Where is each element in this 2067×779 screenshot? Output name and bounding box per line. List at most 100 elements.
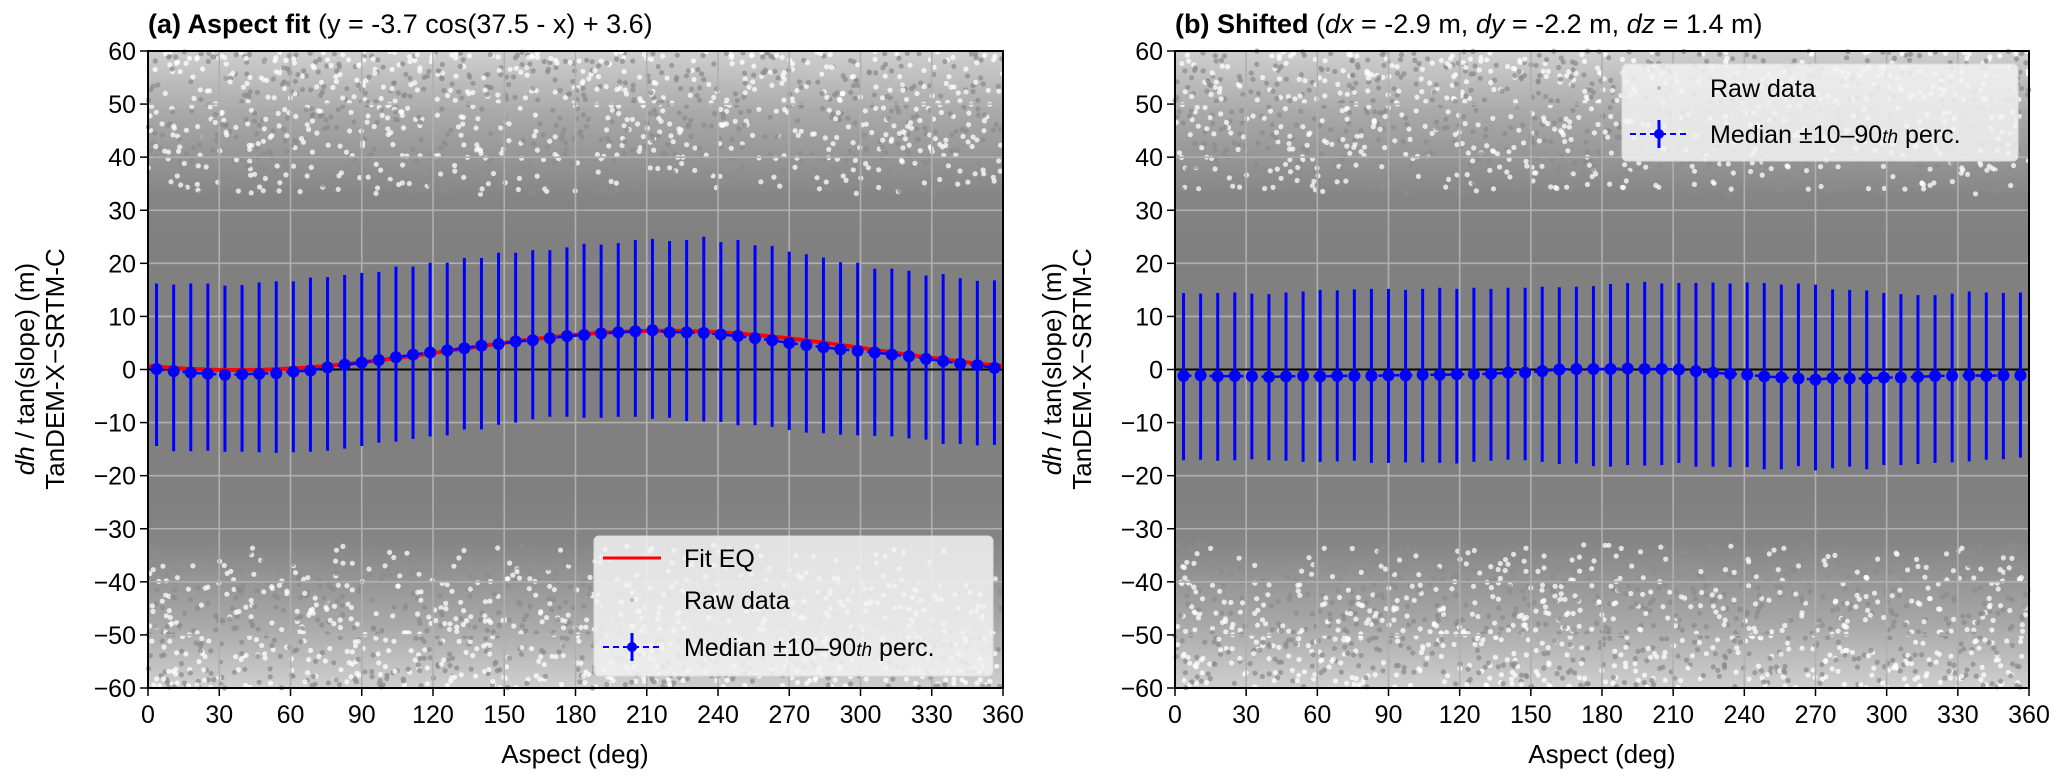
raw-data-point [224, 169, 230, 175]
raw-data-point [1380, 668, 1386, 674]
raw-data-point [898, 63, 904, 69]
raw-data-point [445, 657, 451, 663]
raw-data-point [274, 163, 280, 169]
raw-data-point [964, 73, 971, 79]
raw-data-point [1483, 625, 1489, 631]
raw-data-point [167, 614, 173, 621]
raw-data-point [1826, 573, 1832, 579]
raw-data-point [235, 188, 241, 194]
raw-data-point [531, 133, 537, 139]
raw-data-point [795, 132, 801, 138]
y-tick-label: −30 [94, 516, 136, 544]
raw-data-point [1523, 158, 1529, 164]
raw-data-point [876, 184, 882, 191]
raw-data-point [1506, 627, 1512, 633]
raw-data-point [327, 617, 333, 623]
raw-data-point [1709, 592, 1715, 598]
raw-data-point [352, 157, 358, 163]
raw-data-point [533, 630, 540, 636]
raw-data-point [1343, 178, 1349, 184]
raw-data-point [1738, 639, 1744, 645]
raw-data-point [459, 95, 465, 101]
raw-data-point [1394, 597, 1400, 604]
raw-data-point [1845, 573, 1851, 579]
raw-data-point [826, 107, 832, 113]
raw-data-point [292, 570, 299, 576]
raw-data-point [1972, 191, 1979, 197]
raw-data-point [320, 182, 326, 188]
raw-data-point [197, 142, 203, 148]
raw-data-point [1266, 643, 1272, 650]
raw-data-point [1935, 581, 1941, 587]
raw-data-point [201, 667, 207, 673]
raw-data-point [445, 92, 451, 99]
raw-data-point [1990, 187, 1996, 193]
raw-data-point [248, 190, 254, 196]
raw-data-point [252, 110, 258, 116]
raw-data-point [1366, 79, 1372, 85]
raw-data-point [1265, 146, 1271, 152]
raw-data-point [880, 137, 886, 143]
raw-data-point [185, 586, 191, 592]
raw-data-point [1601, 76, 1607, 82]
raw-data-point [282, 556, 288, 562]
raw-data-point [614, 56, 620, 62]
raw-data-point [1746, 651, 1752, 657]
raw-data-point [1534, 155, 1540, 161]
raw-data-point [1429, 60, 1435, 66]
raw-data-point [1310, 652, 1316, 658]
raw-data-point [1890, 657, 1896, 663]
raw-data-point [1229, 109, 1235, 115]
raw-data-point [1406, 126, 1412, 132]
raw-data-point [516, 575, 523, 581]
raw-data-point [1364, 110, 1371, 116]
raw-data-point [697, 85, 703, 91]
raw-data-point [185, 683, 191, 689]
raw-data-point [1293, 641, 1299, 647]
raw-data-point [963, 89, 969, 95]
raw-data-point [1533, 627, 1539, 633]
raw-data-point [333, 547, 340, 553]
raw-data-point [1616, 587, 1622, 593]
raw-data-point [1335, 618, 1341, 625]
raw-data-point [1321, 545, 1327, 551]
raw-data-point [1533, 647, 1539, 654]
median-point [372, 353, 385, 366]
raw-data-point [1399, 112, 1405, 118]
raw-data-point [622, 682, 629, 688]
raw-data-point [382, 664, 388, 670]
raw-data-point [444, 682, 450, 688]
raw-data-point [690, 58, 697, 64]
raw-data-point [1561, 123, 1567, 129]
raw-data-point [629, 679, 635, 685]
raw-data-point [1802, 635, 1808, 641]
raw-data-point [1235, 81, 1241, 88]
raw-data-point [324, 606, 330, 613]
raw-data-point [724, 677, 730, 683]
raw-data-point [314, 130, 320, 136]
raw-data-point [861, 132, 867, 138]
raw-data-point [410, 591, 416, 597]
raw-data-point [1444, 629, 1450, 636]
raw-data-point [552, 151, 558, 158]
raw-data-point [995, 646, 1001, 652]
raw-data-point [1237, 609, 1243, 615]
raw-data-point [1453, 631, 1459, 637]
raw-data-point [1829, 666, 1835, 672]
raw-data-point [1429, 650, 1435, 656]
raw-data-point [1433, 586, 1439, 592]
raw-data-point [376, 559, 382, 566]
raw-data-point [1890, 174, 1896, 180]
y-tick-label: 20 [108, 250, 136, 278]
raw-data-point [189, 108, 195, 114]
raw-data-point [1309, 611, 1315, 617]
raw-data-point [1871, 665, 1877, 671]
raw-data-point [953, 128, 959, 134]
raw-data-point [1545, 561, 1551, 567]
raw-data-point [496, 67, 502, 73]
raw-data-point [1893, 550, 1899, 556]
raw-data-point [1237, 131, 1243, 137]
raw-data-point [1750, 559, 1756, 566]
raw-data-point [779, 134, 785, 140]
raw-data-point [1853, 604, 1859, 610]
